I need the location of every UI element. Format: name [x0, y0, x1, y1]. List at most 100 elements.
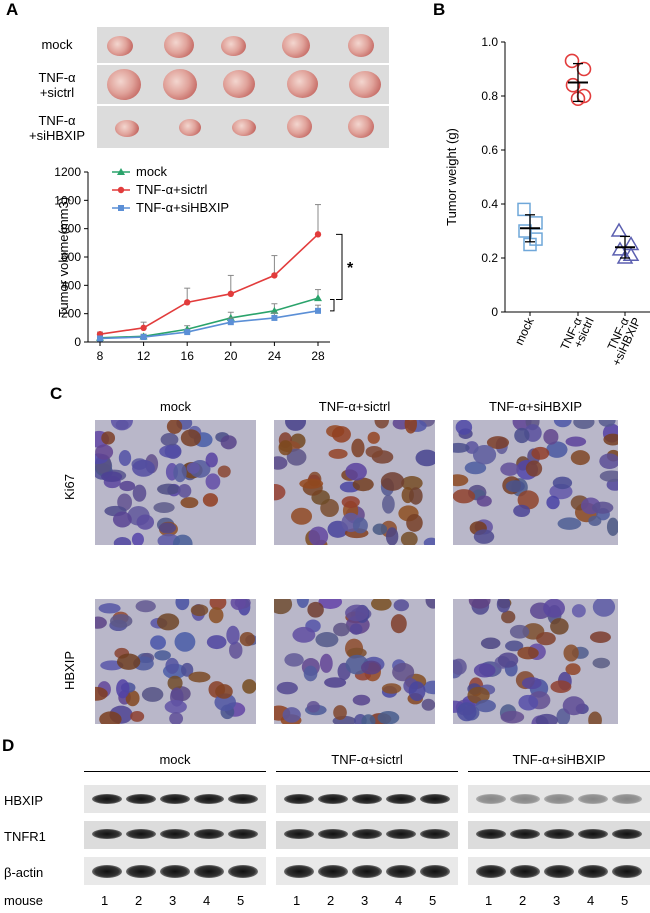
blot-band — [284, 829, 314, 839]
blot-band — [352, 794, 382, 804]
sig-bracket-outer — [336, 234, 342, 299]
ihc-image — [274, 599, 435, 724]
data-point — [140, 325, 146, 331]
lane-number: 1 — [101, 893, 108, 908]
blot-band — [544, 865, 574, 878]
blot-strip — [276, 821, 458, 849]
x-tick-label: 24 — [268, 349, 282, 363]
data-point — [184, 329, 190, 335]
blot-band — [284, 794, 314, 804]
lane-number: 5 — [429, 893, 436, 908]
lane-number: 1 — [293, 893, 300, 908]
blot-band — [284, 865, 314, 878]
blot-band — [578, 794, 608, 804]
blot-band — [318, 794, 348, 804]
blot-band — [476, 829, 506, 839]
blot-band — [352, 865, 382, 878]
panel-label-a: A — [6, 0, 18, 20]
lane-number: 2 — [327, 893, 334, 908]
x-tick-label: 8 — [97, 349, 104, 363]
blot-band — [420, 794, 450, 804]
blot-group-line-sihbxip — [468, 771, 650, 772]
blot-band — [386, 829, 416, 839]
lane-number: 3 — [169, 893, 176, 908]
y-tick-label: 0.4 — [481, 197, 498, 211]
blot-strip — [468, 821, 650, 849]
blot-band — [420, 829, 450, 839]
legend-label: mock — [136, 164, 168, 179]
blot-band — [318, 829, 348, 839]
blot-band — [612, 865, 642, 878]
blot-band — [228, 794, 258, 804]
ihc-col-sihbxip: TNF-α+siHBXIP — [453, 399, 618, 414]
legend-marker — [118, 187, 124, 193]
data-point — [97, 335, 103, 341]
tumor-photo-mock — [97, 27, 389, 63]
blot-band — [194, 865, 224, 878]
lane-number: 3 — [553, 893, 560, 908]
blot-band — [510, 865, 540, 878]
x-tick-label: 28 — [311, 349, 325, 363]
x-tick-label: 12 — [137, 349, 151, 363]
blot-band — [160, 865, 190, 878]
series-line-0 — [100, 298, 318, 338]
tumor-row-label-sihbxip: TNF-α +siHBXIP — [24, 113, 90, 143]
blot-band — [386, 865, 416, 878]
blot-group-sictrl: TNF-α+sictrl — [276, 752, 458, 767]
y-tick-label: 0 — [74, 335, 81, 349]
blot-band — [510, 794, 540, 804]
blot-mouse-label: mouse — [4, 893, 43, 908]
blot-group-line-mock — [84, 771, 266, 772]
blot-strip — [276, 785, 458, 813]
blot-band — [318, 865, 348, 878]
blot-strip — [84, 821, 266, 849]
blot-strip — [468, 857, 650, 885]
blot-band — [228, 865, 258, 878]
blot-band — [228, 829, 258, 839]
sig-bracket-inner — [330, 300, 334, 311]
blot-band — [160, 829, 190, 839]
row-label-line: +sictrl — [24, 85, 90, 100]
ihc-col-mock: mock — [95, 399, 256, 414]
blot-band — [476, 794, 506, 804]
series-line-2 — [100, 311, 318, 339]
data-point — [228, 291, 234, 297]
legend-marker — [118, 205, 124, 211]
lane-number: 5 — [621, 893, 628, 908]
blot-band — [194, 829, 224, 839]
tumor-photo-sihbxip — [97, 106, 389, 148]
ihc-image — [95, 420, 256, 545]
y-tick-label: 0 — [491, 305, 498, 319]
data-point — [315, 231, 321, 237]
blot-band — [126, 829, 156, 839]
blot-strip — [84, 857, 266, 885]
x-tick-label: mock — [512, 314, 537, 347]
data-point — [518, 203, 530, 215]
ihc-row-ki67: Ki67 — [62, 474, 77, 500]
data-point — [315, 308, 321, 314]
lane-number: 2 — [135, 893, 142, 908]
blot-band — [92, 865, 122, 878]
lane-number: 1 — [485, 893, 492, 908]
data-point — [612, 224, 626, 236]
y-tick-label: 0.6 — [481, 143, 498, 157]
y-tick-label: 1200 — [54, 165, 81, 179]
blot-band — [578, 829, 608, 839]
panel-label-d: D — [2, 736, 14, 756]
panel-label-c: C — [50, 384, 62, 404]
blot-band — [92, 829, 122, 839]
blot-strip — [468, 785, 650, 813]
data-point — [519, 225, 531, 237]
ihc-image — [95, 599, 256, 724]
lane-number: 4 — [203, 893, 210, 908]
blot-band — [92, 794, 122, 804]
y-tick-label: 0.2 — [481, 251, 498, 265]
blot-band — [386, 794, 416, 804]
x-tick-label: 20 — [224, 349, 238, 363]
blot-band — [612, 829, 642, 839]
blot-band — [160, 794, 190, 804]
y-axis-label: Tumor weight (g) — [444, 128, 459, 226]
blot-band — [578, 865, 608, 878]
blot-band — [612, 794, 642, 804]
x-tick-label: 16 — [181, 349, 195, 363]
